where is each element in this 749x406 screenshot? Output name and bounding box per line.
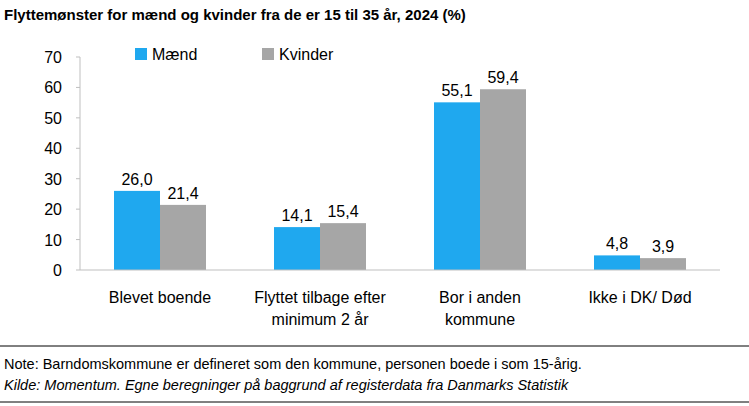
x-tick-label: Flyttet tilbage efter minimum 2 år: [254, 289, 386, 328]
source: Kilde: Momentum. Egne beregninger på bag…: [4, 377, 569, 393]
x-tick-label-line: Ikke i DK/ Død: [588, 289, 691, 306]
bars: [114, 89, 686, 270]
x-tick-label-line: kommune: [445, 311, 515, 328]
bar: [480, 89, 526, 270]
bar: [320, 223, 366, 270]
chart: Flyttemønster for mænd og kvinder fra de…: [0, 0, 749, 406]
data-label: 15,4: [327, 203, 358, 220]
note: Note: Barndomskommune er defineret som d…: [4, 356, 582, 372]
bar: [114, 191, 160, 270]
y-tick: [76, 209, 80, 210]
y-tick-label: 0: [53, 262, 62, 279]
data-label: 14,1: [281, 207, 312, 224]
data-label: 55,1: [441, 82, 472, 99]
y-tick: [76, 117, 80, 118]
bar: [640, 258, 686, 270]
x-tick-label: Ikke i DK/ Død: [588, 289, 691, 306]
x-tick-label-line: Blevet boende: [109, 289, 211, 306]
x-tick-label-line: minimum 2 år: [272, 311, 370, 328]
x-axis: [80, 270, 720, 271]
y-tick: [76, 57, 80, 58]
y-tick-label: 40: [44, 140, 62, 157]
bar: [160, 205, 206, 270]
legend-label: Kvinder: [279, 46, 334, 63]
y-tick-label: 20: [44, 201, 62, 218]
data-label: 3,9: [652, 238, 674, 255]
y-tick: [76, 148, 80, 149]
y-axis: [80, 57, 81, 270]
x-tick-label: Bor i anden kommune: [439, 289, 521, 328]
x-tick-label-line: Bor i anden: [439, 289, 521, 306]
data-label: 4,8: [606, 235, 628, 252]
title: Flyttemønster for mænd og kvinder fra de…: [4, 6, 466, 23]
rule: [0, 346, 749, 347]
data-label: 59,4: [487, 69, 518, 86]
legend-swatch: [262, 48, 274, 60]
x-tick-label: Blevet boende: [109, 289, 211, 306]
bar: [434, 102, 480, 270]
legend-label: Mænd: [152, 46, 197, 63]
data-label: 21,4: [167, 185, 198, 202]
data-label: 26,0: [121, 171, 152, 188]
bar: [274, 227, 320, 270]
legend-swatch: [135, 48, 147, 60]
y-tick-label: 10: [44, 232, 62, 249]
bar: [594, 255, 640, 270]
y-tick-label: 70: [44, 49, 62, 66]
rule: [0, 402, 749, 403]
y-tick: [76, 270, 80, 271]
y-tick-label: 50: [44, 110, 62, 127]
x-tick-label-line: Flyttet tilbage efter: [254, 289, 386, 306]
y-tick: [76, 87, 80, 88]
y-tick-label: 60: [44, 79, 62, 96]
y-tick-label: 30: [44, 171, 62, 188]
y-tick: [76, 239, 80, 240]
y-tick: [76, 178, 80, 179]
